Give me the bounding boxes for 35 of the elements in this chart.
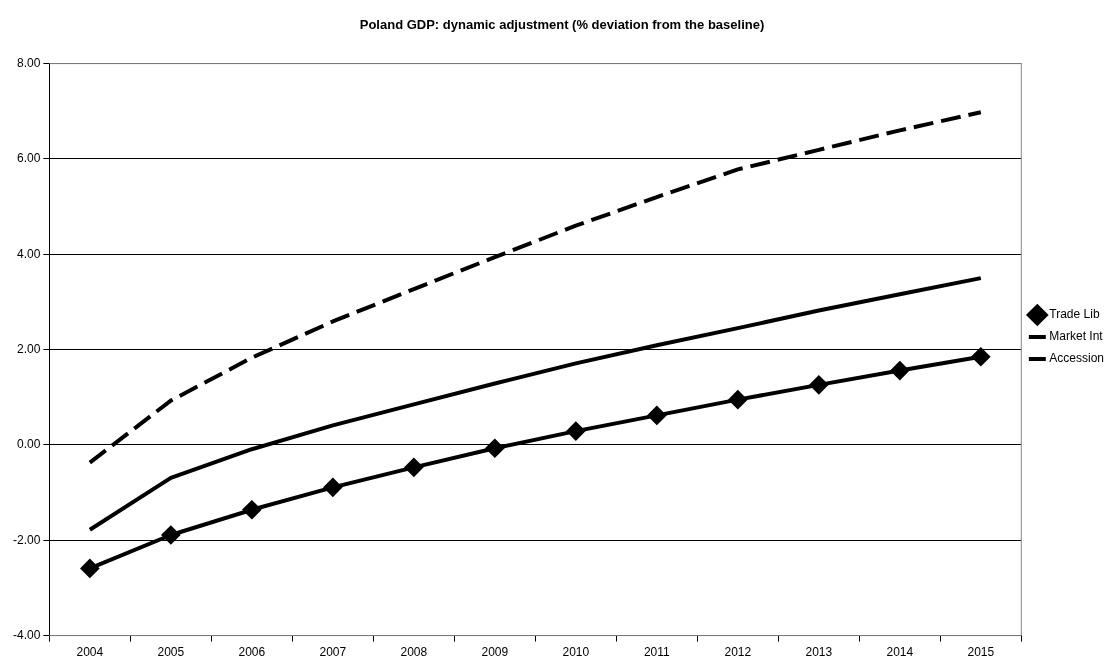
y-tick-label: -4.00: [12, 627, 41, 642]
x-tick-label: 2014: [886, 645, 914, 660]
x-tick-label: 2004: [76, 645, 104, 660]
point: [242, 500, 261, 519]
x-tick-label: 2006: [238, 645, 266, 660]
x-tick-label: 2012: [724, 645, 752, 660]
x-tick-label: 2010: [562, 645, 590, 660]
point: [809, 375, 828, 394]
legend-label: Accession: [1049, 351, 1105, 366]
y-tick-label: 0.00: [16, 437, 41, 452]
point: [485, 439, 504, 458]
y-tick-label: 6.00: [16, 151, 41, 166]
point: [971, 347, 990, 366]
y-tick-label: 2.00: [16, 341, 41, 356]
point: [566, 422, 585, 441]
x-tick-label: 2013: [805, 645, 833, 660]
x-tick-label: 2015: [967, 645, 995, 660]
y-tick-label: -2.00: [12, 532, 41, 547]
chart-title: Poland GDP: dynamic adjustment (% deviation from the baseline): [359, 17, 765, 33]
legend-label: Market Int: [1049, 329, 1104, 344]
x-tick-label: 2008: [400, 645, 428, 660]
y-tick-label: 4.00: [16, 246, 41, 261]
point: [161, 526, 180, 545]
x-tick-label: 2009: [481, 645, 509, 660]
x-tick-label: 2005: [157, 645, 185, 660]
x-tick-label: 2007: [319, 645, 347, 660]
y-tick-label: 8.00: [16, 55, 41, 70]
point: [404, 458, 423, 477]
x-tick-label: 2011: [643, 645, 671, 660]
point: [323, 478, 342, 497]
point: [890, 361, 909, 380]
point: [728, 390, 747, 409]
point: [647, 406, 666, 425]
point: [80, 559, 99, 578]
legend-label: Trade Lib: [1049, 307, 1100, 322]
